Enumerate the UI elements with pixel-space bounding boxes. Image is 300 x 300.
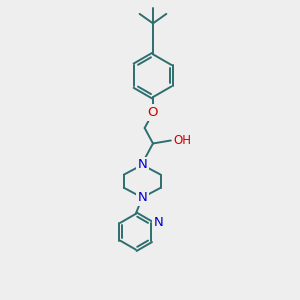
Text: O: O xyxy=(148,106,158,119)
Text: N: N xyxy=(154,216,164,229)
Text: N: N xyxy=(137,191,147,204)
Text: N: N xyxy=(137,158,147,171)
Text: OH: OH xyxy=(173,134,191,147)
